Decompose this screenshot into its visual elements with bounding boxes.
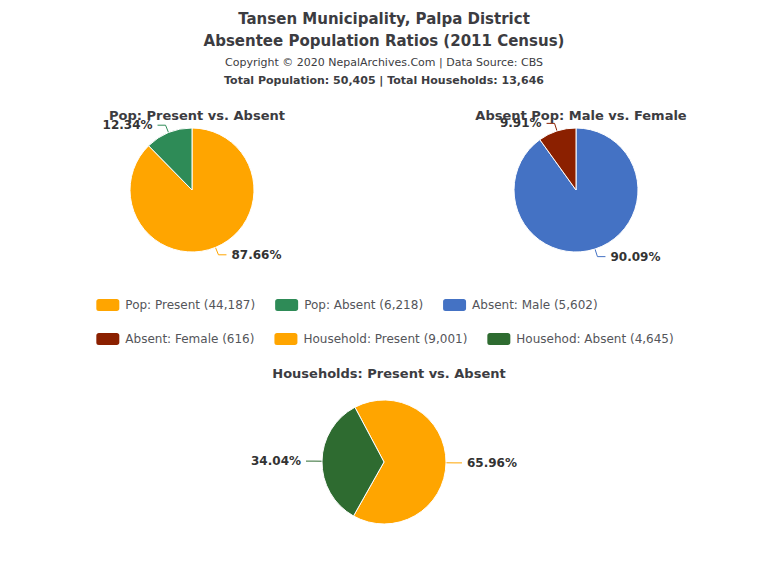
svg-text:Pop: Present (44,187): Pop: Present (44,187) [125, 298, 255, 312]
svg-text:Househod: Absent (4,645): Househod: Absent (4,645) [516, 332, 673, 346]
svg-text:Absent Pop: Male vs. Female: Absent Pop: Male vs. Female [475, 108, 687, 123]
svg-text:87.66%: 87.66% [231, 248, 281, 262]
svg-text:12.34%: 12.34% [102, 118, 153, 133]
svg-text:34.04%: 34.04% [251, 454, 301, 468]
svg-text:Households: Present vs. Absent: Households: Present vs. Absent [272, 366, 505, 381]
svg-text:Absent: Male (5,602): Absent: Male (5,602) [472, 298, 598, 312]
svg-text:90.09%: 90.09% [610, 250, 660, 264]
svg-text:Pop: Present vs. Absent: Pop: Present vs. Absent [109, 108, 285, 123]
svg-text:Absent: Female (616): Absent: Female (616) [125, 332, 254, 346]
svg-text:Total Population: 50,405 | Tot: Total Population: 50,405 | Total Househo… [224, 74, 544, 87]
svg-text:65.96%: 65.96% [467, 456, 517, 470]
svg-text:Pop: Absent (6,218): Pop: Absent (6,218) [304, 298, 423, 312]
svg-text:Tansen Municipality, Palpa Dis: Tansen Municipality, Palpa District [238, 10, 530, 28]
svg-text:Absentee Population Ratios (20: Absentee Population Ratios (2011 Census) [204, 32, 565, 50]
svg-text:Copyright © 2020 NepalArchives: Copyright © 2020 NepalArchives.Com | Dat… [225, 56, 543, 69]
svg-text:Household: Present (9,001): Household: Present (9,001) [303, 332, 467, 346]
svg-text:9.91%: 9.91% [499, 116, 542, 131]
